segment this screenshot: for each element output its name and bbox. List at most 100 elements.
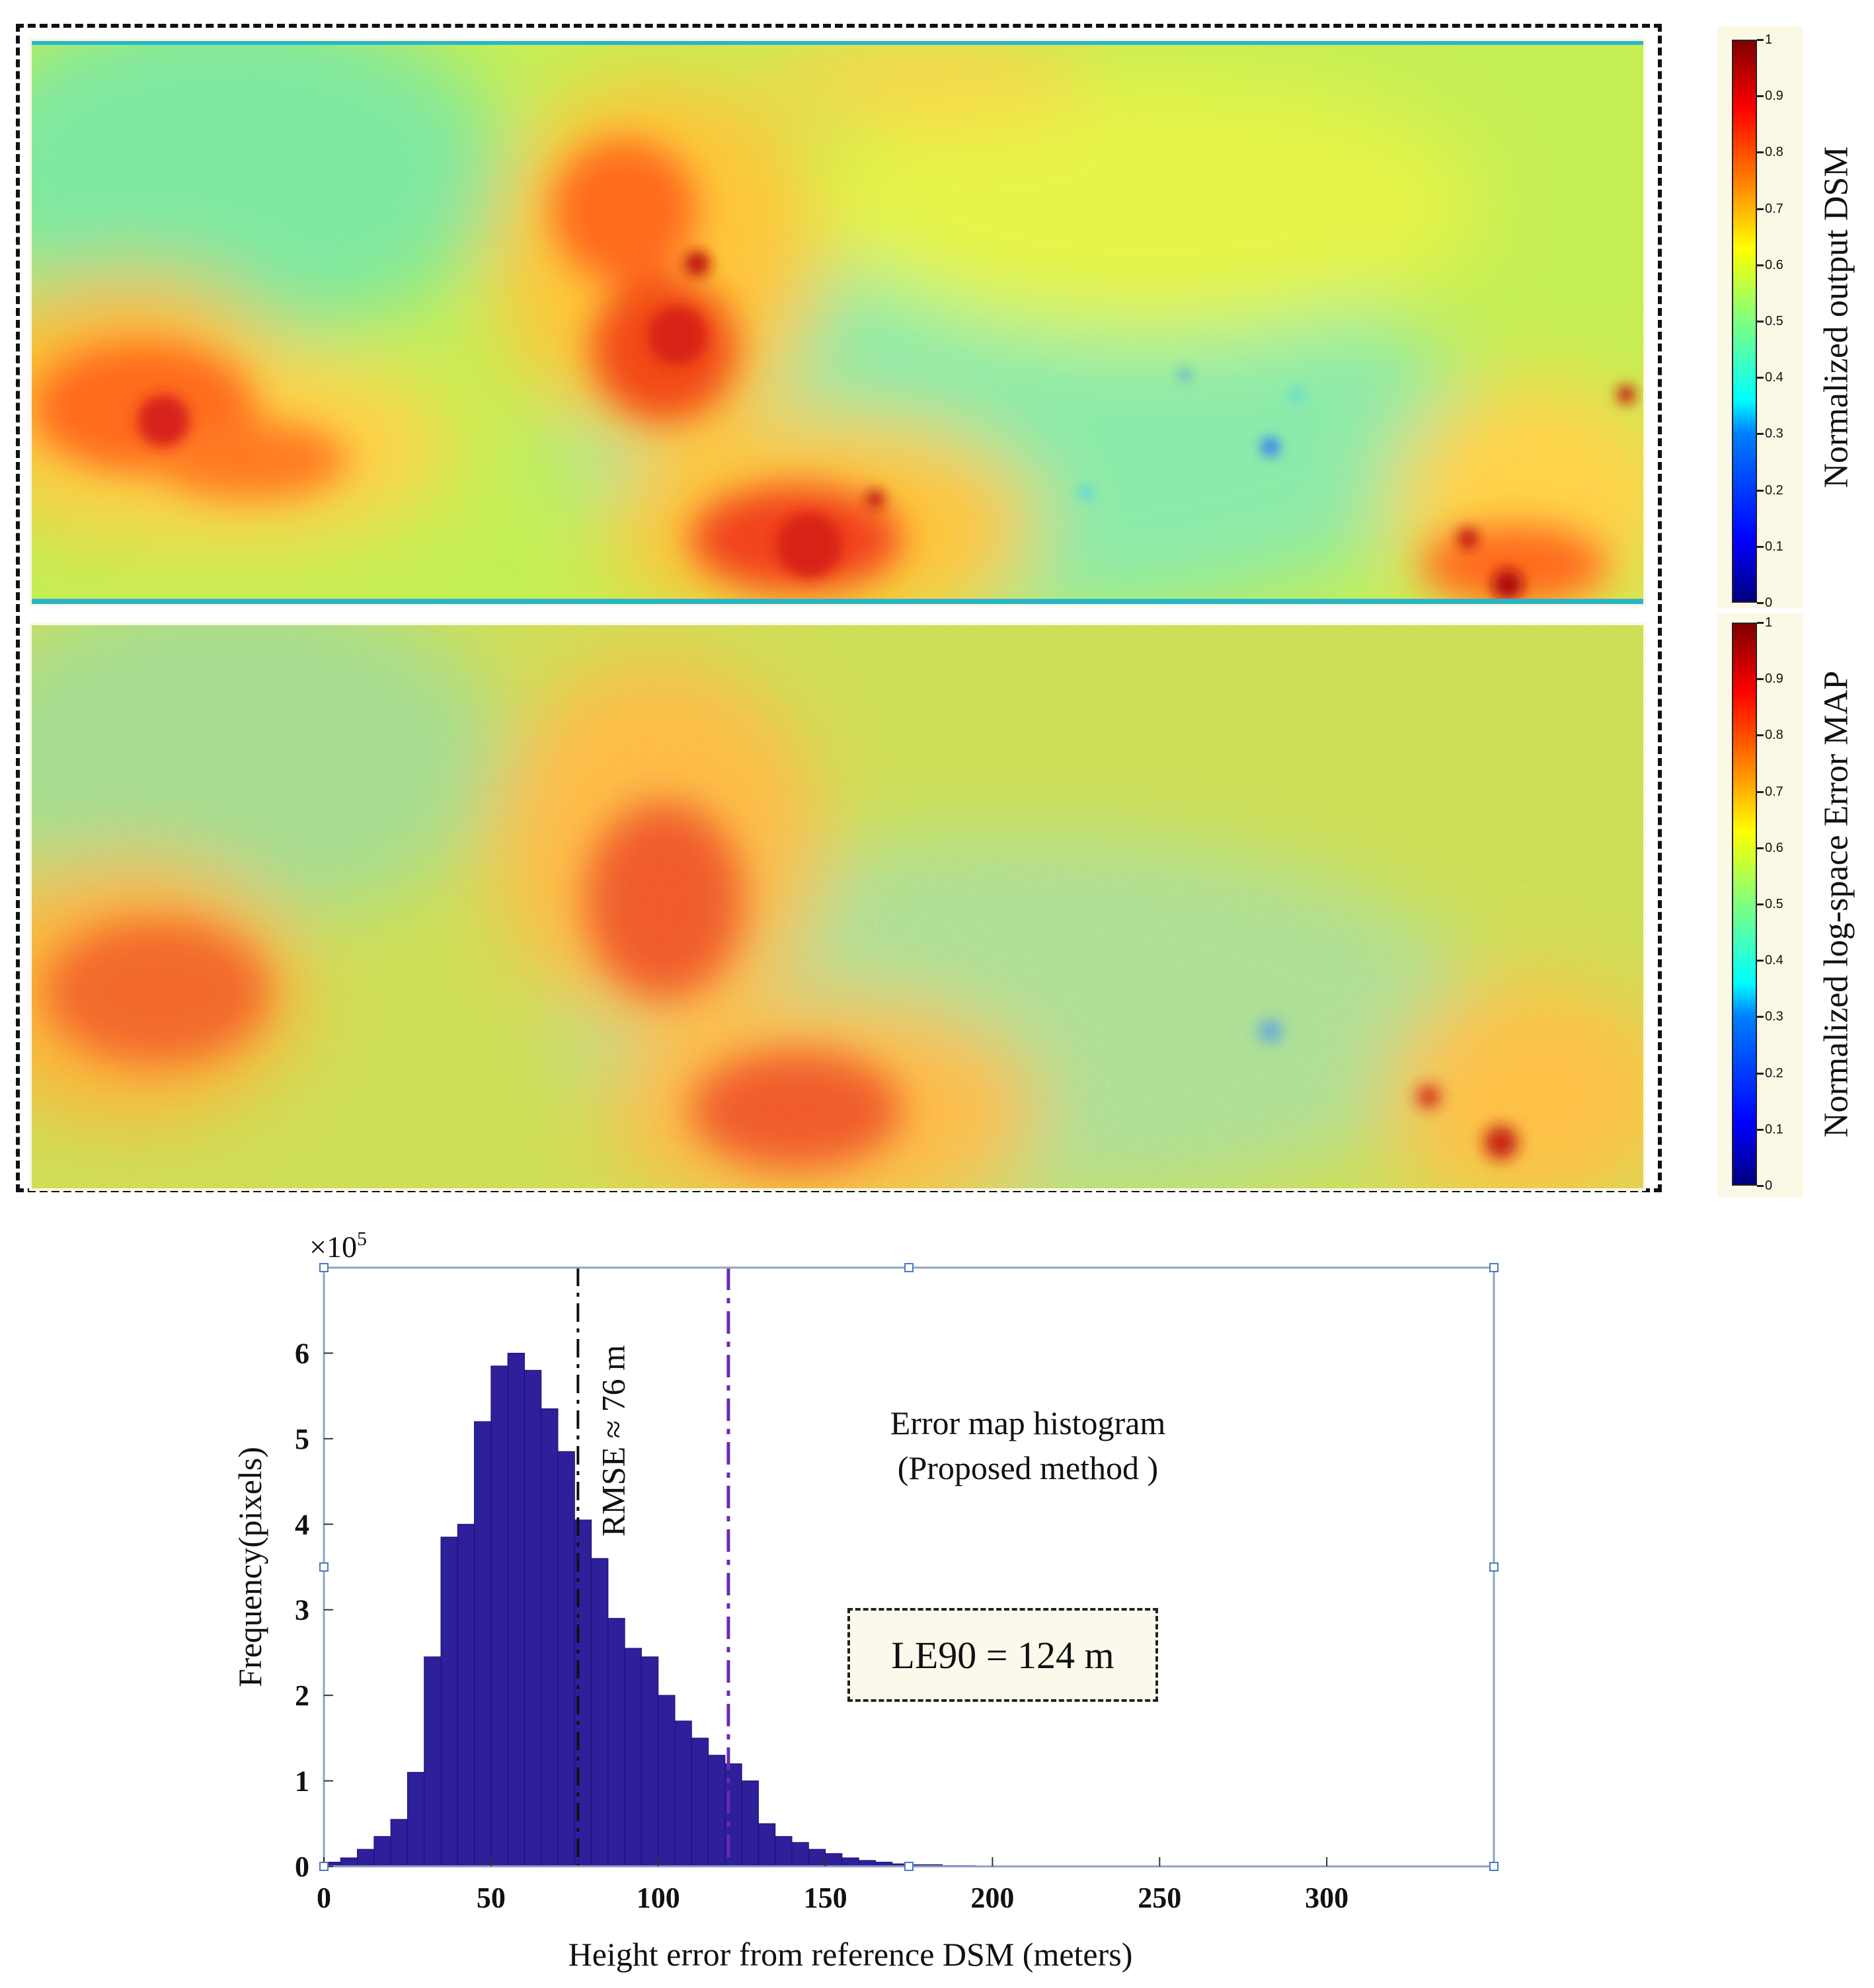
histogram-bar (808, 1849, 826, 1867)
histogram-bar (591, 1558, 609, 1867)
y-tick-label: 6 (295, 1337, 309, 1369)
histogram-bar (841, 1857, 859, 1867)
axis-ticks: 0 50 100 150 200 250 300 0 1 2 3 4 5 6 (295, 1337, 1348, 1914)
histogram-bar (557, 1451, 575, 1867)
colorbar-tick-label: 0.7 (1765, 201, 1783, 216)
selection-handle (1489, 1862, 1499, 1871)
histogram-bar (407, 1772, 425, 1867)
histogram-bar (658, 1695, 676, 1867)
colorbar-tick-label: 0.6 (1765, 840, 1783, 855)
colorbar-tick (1757, 678, 1764, 681)
colorbar-tick (1757, 39, 1764, 41)
selection-handle (904, 1263, 914, 1272)
colorbar-tick-label: 0.5 (1765, 897, 1783, 911)
colorbar-tick (1757, 321, 1764, 323)
selection-handle (319, 1562, 329, 1572)
colorbar-tick-label: 0.9 (1765, 89, 1783, 104)
error-map (29, 623, 1646, 1191)
colorbar-tick (1757, 1128, 1764, 1131)
colorbar-tick (1757, 489, 1764, 492)
le90-annotation: LE90 = 124 m (847, 1608, 1158, 1702)
y-tick-label: 3 (295, 1594, 309, 1626)
colorbar-tick (1757, 960, 1764, 962)
colorbar-tick-label: 0.4 (1765, 370, 1783, 385)
colorbar-tick-label: 1 (1765, 32, 1773, 47)
selection-handle (1489, 1562, 1499, 1572)
histogram-bar (708, 1755, 726, 1867)
y-tick-label: 5 (295, 1423, 309, 1455)
colorbar-tick-label: 0 (1765, 595, 1773, 610)
histogram-bar (424, 1656, 442, 1867)
colorbar-tick-label: 0.3 (1765, 1009, 1783, 1024)
rmse-annotation: RMSE ≈ 76 m (594, 1345, 631, 1537)
colorbar-tick (1757, 734, 1764, 737)
colorbar-tick-label: 0.8 (1765, 145, 1783, 160)
colorbar-tick-label: 0.6 (1765, 257, 1783, 272)
colorbar-tick-label: 0.1 (1765, 539, 1783, 554)
selection-handles (319, 1263, 1499, 1871)
error-histogram-chart: 0 50 100 150 200 250 300 0 1 2 3 4 5 6 ×105 Error map… (231, 1228, 1499, 1973)
x-tick-label: 100 (637, 1882, 680, 1914)
histogram-bar (507, 1352, 525, 1867)
colorbar-tick (1757, 1072, 1764, 1075)
histogram-bar (373, 1836, 391, 1867)
colorbar-tick-label: 0.4 (1765, 953, 1783, 968)
x-tick-label: 300 (1305, 1882, 1348, 1914)
colorbar-dsm-title: Normalized output DSM (1817, 146, 1855, 488)
colorbar-tick (1757, 903, 1764, 905)
histogram-bar (691, 1738, 709, 1867)
colorbar-tick (1757, 1185, 1764, 1187)
histogram-bar (474, 1421, 492, 1867)
y-axis-label: Frequency(pixels) (231, 1447, 268, 1687)
colorbar-tick-label: 0 (1765, 1178, 1773, 1193)
x-tick-label: 0 (317, 1882, 331, 1914)
histogram-bar (674, 1720, 692, 1867)
colorbar-tick (1757, 95, 1764, 98)
colorbar-dsm: 1 0.9 0.8 0.7 0.6 0.5 0.4 0.3 0.2 0.1 0 (1717, 26, 1803, 610)
colorbar-tick (1757, 264, 1764, 266)
colorbar-tick-label: 0.7 (1765, 784, 1783, 799)
colorbar-tick-label: 0.8 (1765, 728, 1783, 743)
colorbar-tick-label: 0.2 (1765, 482, 1783, 498)
colorbar-tick (1757, 545, 1764, 548)
colorbar-tick (1757, 208, 1764, 210)
colorbar-error-title: Normalized log-space Error MAP (1817, 670, 1855, 1138)
histogram-bar (440, 1537, 458, 1867)
x-tick-label: 150 (804, 1882, 847, 1914)
colorbar-tick (1757, 602, 1764, 604)
y-exponent-label: ×105 (309, 1228, 367, 1264)
output-dsm-map (29, 38, 1646, 607)
y-tick-label: 2 (295, 1679, 309, 1712)
colorbar-tick (1757, 622, 1764, 624)
x-tick-label: 50 (477, 1882, 506, 1914)
colorbar-tick-label: 0.5 (1765, 314, 1783, 328)
histogram-bar (758, 1823, 776, 1867)
colorbar-tick (1757, 151, 1764, 154)
histogram-bar (490, 1365, 508, 1867)
histogram-bar (641, 1656, 659, 1867)
histogram-bar (357, 1849, 375, 1867)
colorbar-tick-label: 0.1 (1765, 1122, 1783, 1137)
colorbar-tick (1757, 847, 1764, 849)
histogram-bars (323, 1352, 976, 1867)
colorbar-tick-label: 0.3 (1765, 426, 1783, 441)
y-tick-label: 0 (295, 1851, 309, 1883)
histogram-bar (390, 1819, 408, 1867)
chart-subtitle: (Proposed method ) (898, 1449, 1158, 1486)
colorbar-tick (1757, 790, 1764, 793)
colorbar-tick (1757, 377, 1764, 379)
selection-handle (319, 1263, 329, 1272)
x-tick-label: 200 (970, 1882, 1014, 1914)
selection-handle (904, 1862, 914, 1871)
histogram-bar (791, 1842, 809, 1867)
selection-handle (1489, 1263, 1499, 1272)
histogram-bar (624, 1648, 642, 1867)
histogram-bar (340, 1857, 358, 1867)
y-tick-label: 1 (295, 1765, 309, 1798)
x-tick-label: 250 (1138, 1882, 1181, 1914)
colorbar-tick (1757, 433, 1764, 436)
colorbar-error-gradient (1732, 623, 1757, 1186)
histogram-bar (775, 1836, 793, 1867)
histogram-bar (457, 1523, 475, 1867)
colorbar-tick-label: 1 (1765, 615, 1773, 630)
